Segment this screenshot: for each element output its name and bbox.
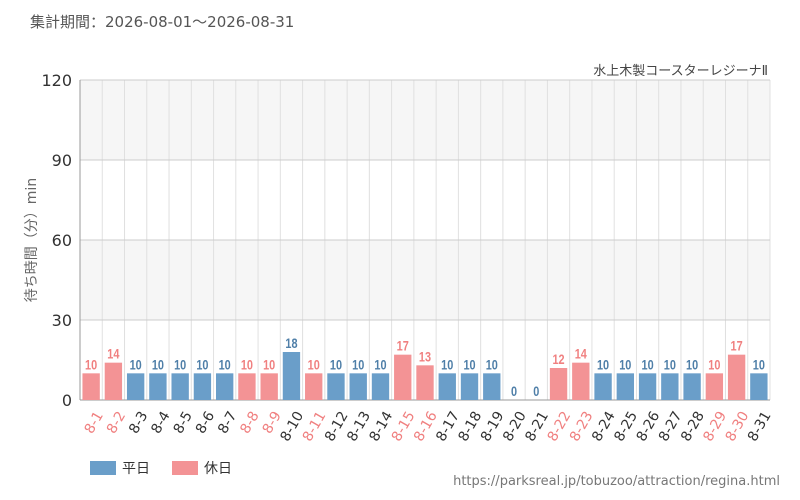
value-label-8-11: 10 — [308, 357, 320, 373]
bar-8-8 — [238, 373, 256, 400]
legend-holiday: 休日 — [172, 458, 232, 478]
value-label-8-15: 17 — [397, 338, 409, 354]
legend-weekday-swatch — [90, 461, 116, 475]
x-tick-label-8-5: 8-5 — [171, 409, 196, 437]
value-label-8-17: 10 — [441, 357, 453, 373]
bar-8-19 — [483, 373, 501, 400]
bar-8-2 — [104, 362, 123, 400]
value-label-8-13: 10 — [352, 357, 364, 373]
bar-8-24 — [594, 373, 612, 400]
bar-8-13 — [349, 373, 367, 400]
attraction-name: 水上木製コースターレジーナⅡ — [593, 64, 768, 79]
grid-band — [80, 80, 770, 160]
x-tick-label-8-2: 8-2 — [104, 409, 129, 437]
value-label-8-10: 18 — [285, 336, 297, 352]
bar-8-27 — [661, 373, 679, 400]
source-url: https://parksreal.jp/tobuzoo/attraction/… — [453, 474, 780, 489]
value-label-8-21: 0 — [533, 384, 539, 400]
bar-8-15 — [394, 354, 412, 400]
x-tick-label-8-31: 8-31 — [745, 409, 775, 445]
bar-8-18 — [460, 373, 479, 400]
bar-8-7 — [215, 373, 234, 400]
bar-8-6 — [193, 373, 212, 400]
x-tick-label-8-8: 8-8 — [237, 409, 262, 437]
bar-8-30 — [727, 354, 746, 400]
bar-8-25 — [616, 373, 635, 400]
grid-band — [80, 240, 770, 320]
value-label-8-28: 10 — [686, 357, 698, 373]
bar-8-3 — [126, 373, 145, 400]
value-label-8-20: 0 — [511, 384, 517, 400]
x-tick-label-8-3: 8-3 — [126, 409, 151, 437]
bar-8-5 — [171, 373, 189, 400]
bar-8-31 — [750, 373, 768, 400]
legend-weekday: 平日 — [90, 458, 150, 478]
period-label: 集計期間：2026-08-01～2026-08-31 — [30, 13, 295, 31]
value-label-8-30: 17 — [731, 338, 743, 354]
y-axis-label: 待ち時間（分）min — [24, 178, 40, 302]
value-label-8-24: 10 — [597, 357, 609, 373]
bar-8-26 — [638, 373, 657, 400]
value-label-8-18: 10 — [463, 357, 475, 373]
value-label-8-4: 10 — [152, 357, 164, 373]
legend: 平日 休日 — [90, 458, 254, 478]
bar-8-28 — [683, 373, 701, 400]
value-label-8-7: 10 — [219, 357, 231, 373]
value-label-8-2: 14 — [107, 346, 119, 362]
value-label-8-23: 14 — [575, 346, 587, 362]
value-label-8-29: 10 — [708, 357, 720, 373]
x-tick-label-8-4: 8-4 — [148, 409, 173, 437]
y-tick-label: 120 — [41, 71, 72, 90]
value-label-8-12: 10 — [330, 357, 342, 373]
bar-8-4 — [149, 373, 167, 400]
bar-8-12 — [327, 373, 345, 400]
legend-weekday-label: 平日 — [122, 461, 150, 477]
bar-8-17 — [438, 373, 456, 400]
bar-8-16 — [416, 365, 434, 400]
value-label-8-14: 10 — [374, 357, 386, 373]
y-tick-label: 30 — [52, 311, 72, 330]
bar-8-9 — [260, 373, 278, 400]
value-label-8-22: 12 — [552, 352, 564, 368]
bar-8-29 — [705, 373, 724, 400]
bar-8-23 — [572, 362, 590, 400]
value-label-8-19: 10 — [486, 357, 498, 373]
value-label-8-3: 10 — [130, 357, 142, 373]
value-label-8-27: 10 — [664, 357, 676, 373]
y-tick-label: 60 — [52, 231, 72, 250]
bar-8-14 — [371, 373, 390, 400]
value-label-8-31: 10 — [753, 357, 765, 373]
y-tick-label: 90 — [52, 151, 72, 170]
y-tick-label: 0 — [62, 391, 72, 410]
x-tick-label-8-7: 8-7 — [215, 409, 240, 437]
value-label-8-6: 10 — [196, 357, 208, 373]
bar-8-11 — [305, 373, 323, 400]
value-label-8-8: 10 — [241, 357, 253, 373]
bar-8-10 — [282, 352, 301, 400]
value-label-8-1: 10 — [85, 357, 97, 373]
value-label-8-5: 10 — [174, 357, 186, 373]
x-tick-label-8-1: 8-1 — [82, 409, 107, 437]
x-tick-label-8-6: 8-6 — [193, 409, 218, 437]
value-label-8-25: 10 — [619, 357, 631, 373]
value-label-8-9: 10 — [263, 357, 275, 373]
value-label-8-16: 13 — [419, 349, 431, 365]
legend-holiday-swatch — [172, 461, 198, 475]
legend-holiday-label: 休日 — [204, 461, 232, 477]
value-label-8-26: 10 — [642, 357, 654, 373]
bar-8-1 — [82, 373, 100, 400]
bar-8-22 — [549, 368, 568, 400]
